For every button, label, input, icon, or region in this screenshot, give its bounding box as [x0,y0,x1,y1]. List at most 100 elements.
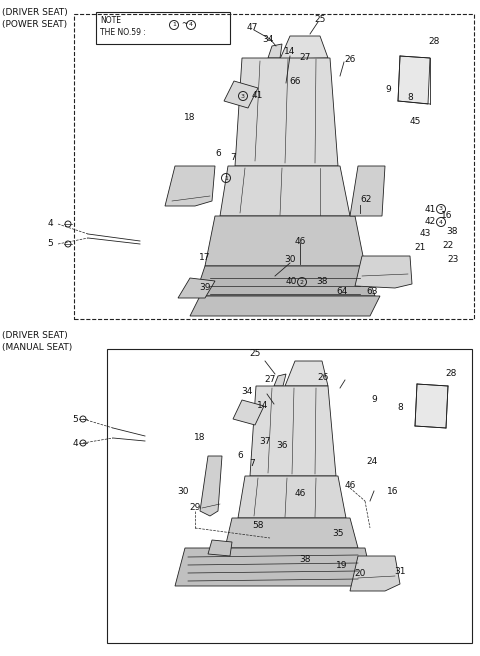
Text: 9: 9 [371,396,377,405]
Text: 34: 34 [241,388,252,396]
Text: 47: 47 [246,24,258,33]
Text: 38: 38 [299,554,311,564]
Text: 43: 43 [420,230,431,239]
Text: 64: 64 [336,287,348,295]
Text: 26: 26 [344,56,356,64]
Text: 38: 38 [446,226,458,236]
Polygon shape [205,216,365,266]
Polygon shape [165,166,215,206]
Polygon shape [415,384,448,428]
Text: 7: 7 [230,154,236,163]
Text: 5: 5 [72,415,78,424]
Polygon shape [208,540,232,556]
Text: 25: 25 [314,14,326,24]
Text: 14: 14 [257,401,269,411]
Text: 41: 41 [424,205,436,213]
Text: 31: 31 [394,567,406,577]
Text: 6: 6 [215,150,221,159]
Polygon shape [274,374,286,386]
Polygon shape [350,556,400,591]
Polygon shape [190,296,380,316]
Text: 34: 34 [262,35,274,43]
Text: (DRIVER SEAT)
(MANUAL SEAT): (DRIVER SEAT) (MANUAL SEAT) [2,331,72,352]
Text: 63: 63 [366,287,378,297]
Text: 58: 58 [252,522,264,531]
Polygon shape [175,548,370,586]
Text: 42: 42 [424,218,436,226]
Text: 38: 38 [316,276,328,285]
Text: 3: 3 [241,94,245,98]
Text: 23: 23 [447,255,459,264]
Text: (DRIVER SEAT)
(POWER SEAT): (DRIVER SEAT) (POWER SEAT) [2,8,68,29]
Bar [107,349,472,643]
Text: 24: 24 [366,457,378,466]
Bar [74,14,474,319]
Polygon shape [178,278,215,298]
Polygon shape [224,81,258,108]
Text: 4: 4 [189,22,193,28]
Bar [263,88,281,116]
Text: 9: 9 [385,85,391,94]
Text: 8: 8 [407,94,413,102]
Text: 40: 40 [285,277,297,287]
Text: 35: 35 [332,529,344,537]
Text: 28: 28 [428,37,440,47]
Text: 17: 17 [199,253,211,262]
Text: 19: 19 [336,562,348,571]
Text: 41: 41 [252,91,263,100]
Text: 26: 26 [317,373,329,382]
Text: 37: 37 [259,436,271,445]
Polygon shape [195,266,375,296]
Text: 28: 28 [445,369,456,377]
Text: 66: 66 [289,77,301,85]
Text: 5: 5 [47,239,53,249]
Text: 18: 18 [194,434,206,443]
Text: 45: 45 [409,117,420,127]
Text: 46: 46 [344,482,356,491]
Text: 30: 30 [284,255,296,264]
Text: 6: 6 [237,451,243,461]
Polygon shape [355,256,412,288]
Text: 27: 27 [264,375,276,384]
Text: 29: 29 [189,504,201,512]
Text: NOTE: NOTE [100,16,121,25]
Text: 3: 3 [439,207,443,211]
Polygon shape [398,56,430,104]
Text: 18: 18 [184,113,196,123]
Text: 62: 62 [360,195,372,205]
Text: 14: 14 [284,47,296,56]
Polygon shape [280,36,328,59]
Polygon shape [250,386,336,476]
Polygon shape [233,400,264,425]
Text: 1: 1 [172,22,176,28]
Text: 8: 8 [397,403,403,413]
Text: 22: 22 [443,241,454,251]
Text: 20: 20 [354,569,366,579]
Text: 30: 30 [177,487,189,495]
Text: THE NO.59 :: THE NO.59 : [100,28,148,37]
Polygon shape [285,361,328,386]
Text: 4: 4 [439,220,443,224]
Text: ~: ~ [181,20,187,28]
Text: 1: 1 [224,176,228,180]
Text: 21: 21 [414,243,426,253]
Text: 2: 2 [300,279,304,285]
Text: 46: 46 [294,489,306,499]
Text: 46: 46 [294,237,306,245]
Polygon shape [225,518,358,548]
Polygon shape [200,456,222,516]
Bar [96,12,230,44]
Text: 4: 4 [72,438,78,447]
Polygon shape [220,166,350,216]
Text: 36: 36 [276,441,288,451]
Text: 27: 27 [300,54,311,62]
Text: 16: 16 [441,211,453,220]
Text: 25: 25 [249,350,261,358]
Polygon shape [238,476,346,518]
Text: 7: 7 [249,459,255,468]
Text: 16: 16 [387,487,399,495]
Text: 4: 4 [47,220,53,228]
Polygon shape [268,44,282,58]
Polygon shape [235,58,338,166]
Polygon shape [350,166,385,216]
